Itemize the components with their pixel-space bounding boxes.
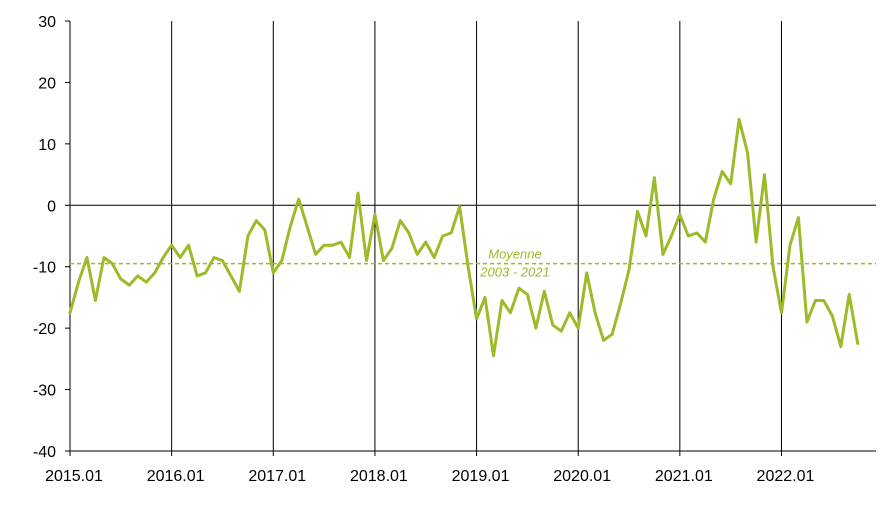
y-tick-label: -10: [33, 260, 56, 277]
y-tick-label: 0: [47, 198, 56, 215]
y-axis: 30 20 10 0 -10 -20 -30 -40: [33, 14, 876, 461]
y-tick-label: -20: [33, 321, 56, 338]
x-tick-label: 2021.01: [655, 468, 713, 485]
y-tick-label: -40: [33, 444, 56, 461]
x-tick-label: 2022.01: [757, 468, 815, 485]
x-tick-label: 2018.01: [350, 468, 408, 485]
x-tick-label: 2019.01: [452, 468, 510, 485]
x-tick-label: 2017.01: [248, 468, 306, 485]
x-tick-label: 2016.01: [147, 468, 205, 485]
average-reference: Moyenne 2003 - 2021: [70, 247, 876, 280]
series-group: [68, 117, 860, 358]
average-label-line1: Moyenne: [488, 247, 541, 262]
x-tick-label: 2020.01: [553, 468, 611, 485]
y-tick-label: 10: [38, 137, 56, 154]
y-tick-label: 30: [38, 14, 56, 31]
y-tick-label: 20: [38, 75, 56, 92]
x-tick-label: 2015.01: [45, 468, 103, 485]
y-tick-label: -30: [33, 383, 56, 400]
series-line: [68, 117, 860, 358]
average-label-line2: 2003 - 2021: [479, 265, 549, 280]
vertical-gridlines: [171, 21, 782, 451]
x-axis: 2015.01 2016.01 2017.01 2018.01 2019.01 2020.…: [45, 450, 876, 485]
